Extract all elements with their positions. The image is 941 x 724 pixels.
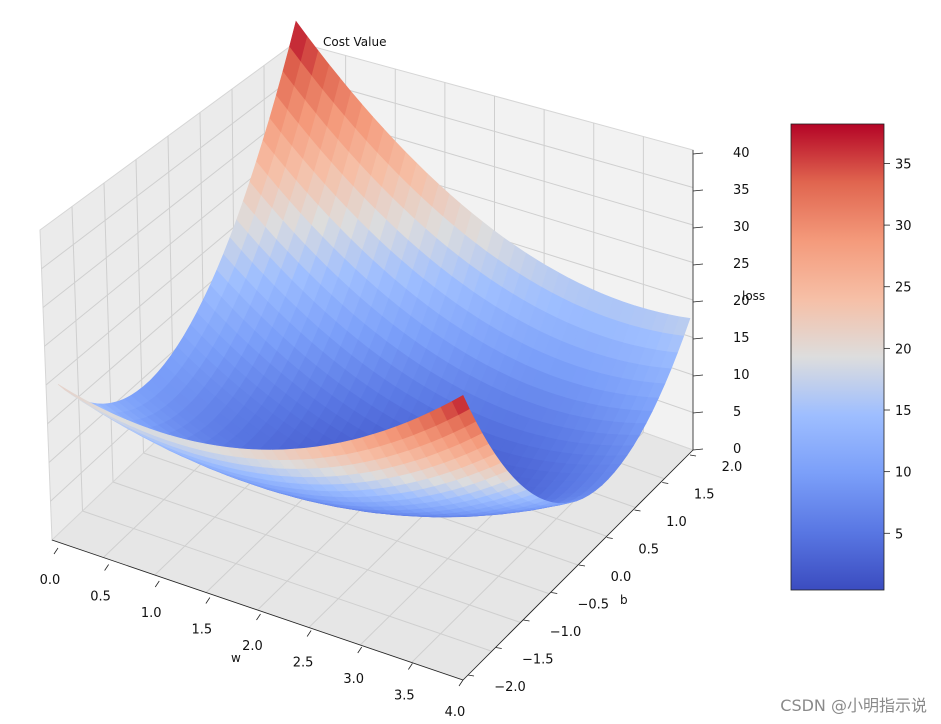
gridline — [42, 108, 297, 308]
b-tick-mark — [606, 537, 613, 539]
w-tick-mark — [205, 597, 211, 604]
w-tick-label: 0.0 — [40, 573, 61, 588]
loss-tick-mark — [692, 411, 704, 414]
loss-tick-mark — [692, 300, 704, 303]
colorbar-tick-label: 20 — [895, 342, 912, 357]
loss-tick-label: 35 — [733, 183, 750, 198]
w-tick-mark — [306, 630, 312, 637]
w-tick-label: 3.0 — [343, 672, 364, 687]
axis-ticks: 0.0 0.5 1.0 1.5 2.0 2.5 3.0 3.5 4.0 −2.0 −1.5 −1.0 −… — [40, 146, 750, 720]
gridline — [295, 74, 694, 188]
loss-tick-mark — [692, 152, 704, 155]
gridline — [41, 74, 297, 270]
loss-tick-label: 10 — [733, 368, 750, 383]
chart-title: Cost Value — [323, 35, 386, 49]
colorbar-tick-label: 30 — [895, 219, 912, 234]
b-tick-mark — [634, 509, 641, 512]
loss-tick-label: 0 — [733, 442, 741, 457]
loss-tick-label: 15 — [733, 331, 750, 346]
w-tick-label: 2.5 — [293, 656, 314, 671]
colorbar-tick-label: 35 — [895, 157, 912, 172]
b-tick-label: −0.5 — [577, 598, 609, 613]
b-tick-label: 2.0 — [722, 460, 743, 475]
b-tick-label: −2.0 — [494, 680, 526, 695]
colorbar-tick-label: 5 — [895, 527, 903, 542]
b-tick-label: 1.5 — [694, 488, 715, 503]
loss-axis-label: loss — [742, 289, 765, 303]
w-tick-mark — [256, 613, 261, 621]
b-tick-label: 1.0 — [666, 515, 687, 530]
b-tick-label: −1.5 — [522, 653, 554, 668]
b-tick-mark — [578, 564, 586, 567]
loss-tick-label: 40 — [733, 146, 750, 161]
loss-tick-mark — [692, 337, 704, 340]
w-tick-label: 4.0 — [445, 705, 466, 720]
w-tick-mark — [408, 663, 413, 670]
loss-tick-label: 30 — [733, 220, 750, 235]
w-tick-label: 1.0 — [141, 606, 162, 621]
b-tick-mark — [689, 454, 697, 457]
b-axis-label: b — [620, 593, 628, 607]
colorbar-tick-label: 25 — [895, 281, 912, 296]
loss-surface — [57, 20, 691, 518]
b-tick-label: 0.0 — [611, 570, 632, 585]
w-tick-label: 2.0 — [242, 639, 263, 654]
loss-tick-mark — [692, 448, 704, 451]
loss-tick-label: 5 — [733, 405, 741, 420]
w-tick-mark — [104, 564, 109, 571]
b-tick-label: 0.5 — [638, 543, 659, 558]
colorbar-ticks: 5 10 15 20 25 30 35 — [884, 157, 912, 542]
watermark: CSDN @小明指示说 — [780, 696, 927, 715]
w-tick-mark — [53, 547, 59, 555]
colorbar-frame — [790, 123, 885, 591]
b-tick-mark — [523, 619, 530, 622]
colorbar: 5 10 15 20 25 30 35 — [790, 123, 912, 591]
w-axis-line — [51, 539, 464, 681]
b-tick-mark — [551, 592, 558, 594]
loss-tick-mark — [692, 189, 704, 192]
loss-tick-mark — [692, 226, 704, 229]
w-tick-mark — [357, 646, 363, 654]
colorbar-tick-label: 10 — [895, 466, 912, 481]
w-tick-label: 0.5 — [90, 590, 111, 605]
b-tick-label: −1.0 — [550, 625, 582, 640]
b-tick-mark — [495, 647, 502, 649]
w-tick-mark — [458, 679, 464, 687]
w-axis-label: w — [231, 651, 241, 665]
loss-tick-label: 20 — [733, 294, 750, 309]
w-tick-label: 3.5 — [394, 689, 415, 704]
colorbar-gradient — [791, 124, 884, 590]
loss-tick-mark — [692, 263, 704, 266]
w-tick-mark — [154, 580, 160, 588]
loss-tick-mark — [692, 374, 704, 377]
b-tick-mark — [662, 482, 669, 484]
b-tick-mark — [467, 674, 475, 677]
loss-tick-label: 25 — [733, 257, 750, 272]
b-axis-line — [462, 449, 694, 681]
colorbar-tick-label: 15 — [895, 404, 912, 419]
surface-patch — [57, 384, 77, 398]
w-tick-label: 1.5 — [192, 623, 213, 638]
